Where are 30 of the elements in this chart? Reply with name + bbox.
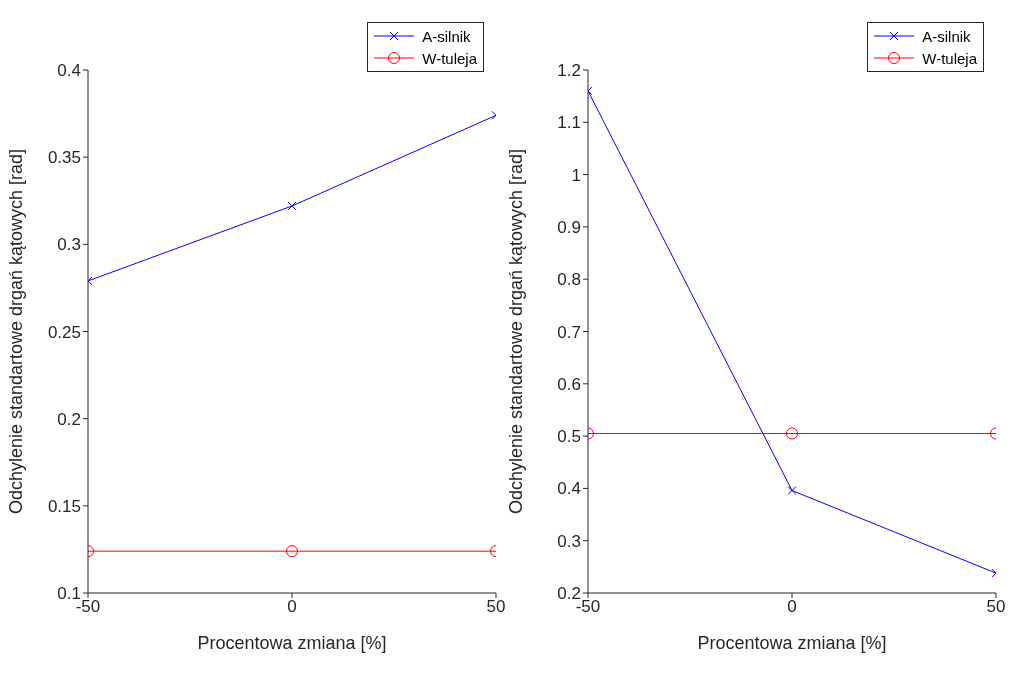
y-tick-label: 0.3 — [57, 235, 81, 255]
legend-label: W-tuleja — [422, 49, 477, 67]
x-tick-label: 0 — [787, 597, 797, 617]
y-tick-label: 1.1 — [557, 113, 581, 133]
y-tick-label: 0.25 — [47, 322, 81, 342]
x-tick-label: 50 — [986, 597, 1006, 617]
legend-label: A-silnik — [922, 27, 971, 45]
y-tick-label: 0.3 — [557, 531, 581, 551]
legend-label: A-silnik — [422, 27, 471, 45]
legend-label: W-tuleja — [922, 49, 977, 67]
y-tick-label: 0.4 — [557, 479, 581, 499]
y-tick-label: 0.5 — [557, 427, 581, 447]
y-tick-label: 0.8 — [557, 270, 581, 290]
y-tick-label: 0.9 — [557, 217, 581, 237]
y-tick-label: 0.1 — [57, 584, 81, 604]
y-axis-title: Odchylenie standartowe drgań kątowych [rad] — [506, 148, 527, 515]
y-tick-label: 0.7 — [557, 322, 581, 342]
y-tick-label: 0.2 — [557, 584, 581, 604]
y-tick-label: 0.4 — [57, 61, 81, 81]
y-tick-label: 1.2 — [557, 61, 581, 81]
y-tick-label: 0.35 — [47, 148, 81, 168]
y-tick-label: 1 — [571, 165, 581, 185]
x-axis-title: Procentowa zmiana [%] — [197, 633, 387, 653]
x-tick-label: 50 — [486, 597, 506, 617]
y-tick-label: 0.6 — [557, 374, 581, 394]
x-tick-label: 0 — [287, 597, 297, 617]
y-tick-label: 0.15 — [47, 496, 81, 516]
y-tick-label: 0.2 — [57, 409, 81, 429]
x-axis-title: Procentowa zmiana [%] — [697, 633, 887, 653]
y-axis-title: Odchylenie standartowe drgań kątowych [rad] — [6, 148, 27, 515]
